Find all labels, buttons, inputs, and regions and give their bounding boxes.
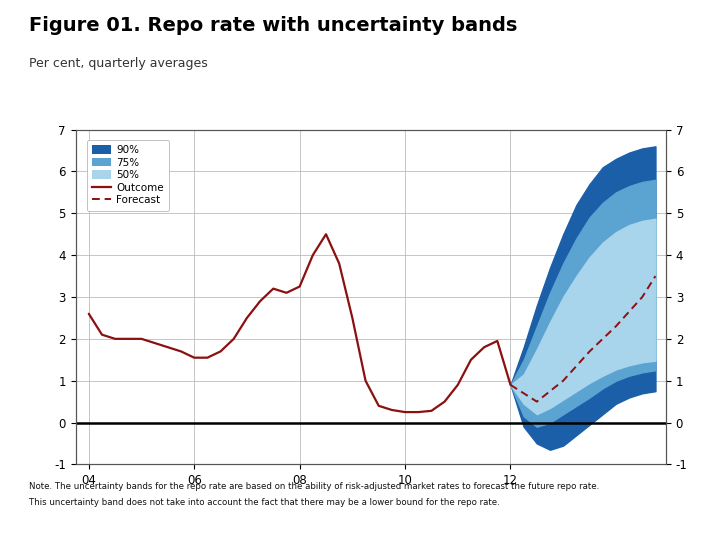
Text: Per cent, quarterly averages: Per cent, quarterly averages — [29, 57, 207, 70]
Text: This uncertainty band does not take into account the fact that there may be a lo: This uncertainty band does not take into… — [29, 498, 500, 507]
Text: Note. The uncertainty bands for the repo rate are based on the ability of risk-a: Note. The uncertainty bands for the repo… — [29, 482, 599, 491]
Text: Source: The Riksbank: Source: The Riksbank — [547, 521, 667, 531]
Text: Figure 01. Repo rate with uncertainty bands: Figure 01. Repo rate with uncertainty ba… — [29, 16, 517, 35]
Legend: 90%, 75%, 50%, Outcome, Forecast: 90%, 75%, 50%, Outcome, Forecast — [86, 140, 168, 211]
